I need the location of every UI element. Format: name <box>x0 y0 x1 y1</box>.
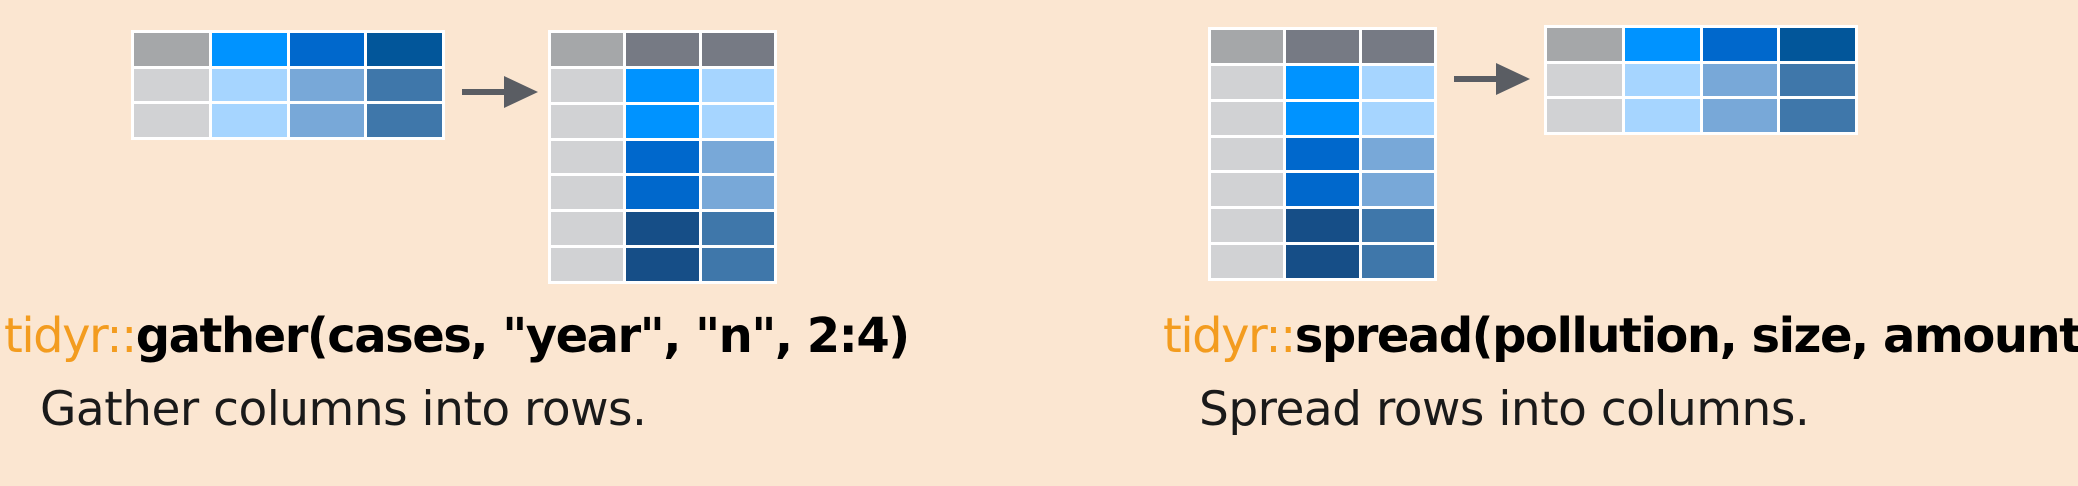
spread-output-cell-r1-c3 <box>1780 63 1855 97</box>
spread-input-cell-r6-c2 <box>1361 245 1434 278</box>
gather-input-cell-r2-c1 <box>211 104 287 137</box>
gather-output-cell-r5-c2 <box>701 212 774 246</box>
gather-input-cell-r1-c1 <box>211 68 287 102</box>
spread-description: Spread rows into columns. <box>1199 382 1810 437</box>
gather-output-cell-r0-c2 <box>701 33 774 66</box>
gather-output-cell-r2-c0 <box>551 104 624 138</box>
spread-output-cell-r1-c1 <box>1624 63 1700 97</box>
spread-input-cell-r3-c1 <box>1286 137 1359 171</box>
spread-output-cell-r1-c0 <box>1547 63 1622 97</box>
gather-call-text: gather(cases, "year", "n", 2:4) <box>135 308 910 364</box>
spread-input-cell-r0-c1 <box>1286 30 1359 63</box>
spread-output-cell-r2-c0 <box>1547 99 1622 132</box>
spread-input-cell-r2-c1 <box>1286 101 1359 135</box>
gather-output-cell-r6-c2 <box>701 248 774 281</box>
spread-function-call: tidyr::spread(pollution, size, amount) <box>1163 312 2078 360</box>
gather-output-cell-r3-c1 <box>626 140 699 174</box>
gather-output-cell-r3-c0 <box>551 140 624 174</box>
gather-output-cell-r2-c2 <box>701 104 774 138</box>
spread-output-table <box>1544 25 1858 135</box>
spread-input-cell-r5-c2 <box>1361 209 1434 243</box>
spread-arrow-icon <box>1454 63 1530 95</box>
gather-output-table <box>548 30 777 284</box>
spread-input-cell-r4-c2 <box>1361 173 1434 207</box>
spread-output-cell-r0-c0 <box>1547 28 1622 61</box>
gather-input-cell-r0-c3 <box>367 33 442 66</box>
spread-input-cell-r5-c0 <box>1211 209 1284 243</box>
gather-output-cell-r0-c1 <box>626 33 699 66</box>
spread-input-table <box>1208 27 1437 281</box>
gather-input-cell-r0-c2 <box>289 33 365 66</box>
gather-input-cell-r2-c2 <box>289 104 365 137</box>
spread-input-cell-r4-c0 <box>1211 173 1284 207</box>
spread-panel: tidyr::spread(pollution, size, amount) S… <box>1039 0 2078 486</box>
spread-input-cell-r2-c2 <box>1361 101 1434 135</box>
gather-input-cell-r1-c0 <box>134 68 209 102</box>
spread-input-cell-r0-c2 <box>1361 30 1434 63</box>
gather-output-cell-r1-c0 <box>551 68 624 102</box>
spread-output-cell-r0-c3 <box>1780 28 1855 61</box>
spread-input-cell-r5-c1 <box>1286 209 1359 243</box>
gather-output-cell-r5-c0 <box>551 212 624 246</box>
spread-input-cell-r4-c1 <box>1286 173 1359 207</box>
gather-input-cell-r1-c3 <box>367 68 442 102</box>
spread-output-cell-r2-c3 <box>1780 99 1855 132</box>
gather-input-cell-r2-c0 <box>134 104 209 137</box>
spread-input-cell-r6-c1 <box>1286 245 1359 278</box>
gather-output-cell-r5-c1 <box>626 212 699 246</box>
spread-input-cell-r2-c0 <box>1211 101 1284 135</box>
spread-input-cell-r6-c0 <box>1211 245 1284 278</box>
spread-call-text: spread(pollution, size, amount) <box>1294 308 2078 364</box>
gather-output-cell-r6-c0 <box>551 248 624 281</box>
gather-output-cell-r4-c1 <box>626 176 699 210</box>
spread-input-cell-r0-c0 <box>1211 30 1284 63</box>
gather-output-cell-r6-c1 <box>626 248 699 281</box>
spread-output-cell-r0-c1 <box>1624 28 1700 61</box>
gather-input-cell-r1-c2 <box>289 68 365 102</box>
gather-panel: tidyr::gather(cases, "year", "n", 2:4) G… <box>4 30 910 437</box>
gather-output-cell-r4-c0 <box>551 176 624 210</box>
gather-output-cell-r0-c0 <box>551 33 624 66</box>
gather-output-cell-r3-c2 <box>701 140 774 174</box>
gather-output-cell-r4-c2 <box>701 176 774 210</box>
spread-package-prefix: tidyr:: <box>1163 308 1296 364</box>
spread-input-cell-r3-c2 <box>1361 137 1434 171</box>
gather-function-call: tidyr::gather(cases, "year", "n", 2:4) <box>4 312 910 360</box>
gather-input-table <box>131 30 445 140</box>
gather-input-cell-r0-c0 <box>134 33 209 66</box>
gather-description: Gather columns into rows. <box>40 382 647 437</box>
spread-input-cell-r1-c0 <box>1211 65 1284 99</box>
spread-input-cell-r3-c0 <box>1211 137 1284 171</box>
gather-arrow-icon <box>462 76 538 108</box>
spread-output-cell-r2-c2 <box>1702 99 1778 132</box>
spread-input-cell-r1-c2 <box>1361 65 1434 99</box>
spread-output-cell-r2-c1 <box>1624 99 1700 132</box>
gather-output-cell-r1-c2 <box>701 68 774 102</box>
spread-output-cell-r0-c2 <box>1702 28 1778 61</box>
gather-input-cell-r0-c1 <box>211 33 287 66</box>
gather-input-cell-r2-c3 <box>367 104 442 137</box>
gather-output-cell-r2-c1 <box>626 104 699 138</box>
spread-input-cell-r1-c1 <box>1286 65 1359 99</box>
gather-package-prefix: tidyr:: <box>4 308 137 364</box>
gather-output-cell-r1-c1 <box>626 68 699 102</box>
spread-output-cell-r1-c2 <box>1702 63 1778 97</box>
